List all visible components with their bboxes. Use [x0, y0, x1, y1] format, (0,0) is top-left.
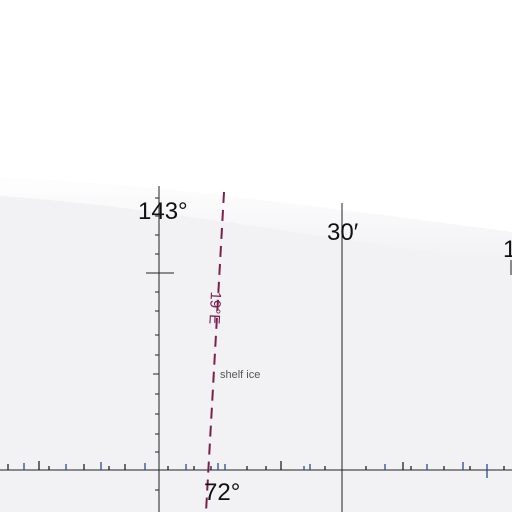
grid-label-lon-30min: 30′ — [327, 219, 359, 246]
isogonic-line-label: 19°E — [205, 291, 224, 325]
feature-label-shelf-ice: shelf ice — [220, 369, 261, 381]
grid-label-lon-right: 1 — [503, 236, 512, 263]
parallel-ticks — [7, 461, 505, 478]
ice-shelf-area — [0, 178, 512, 512]
meridian-ticks-left — [153, 197, 159, 491]
grid-label-lat-72: 72° — [204, 479, 241, 506]
grid-label-lon-143: 143° — [138, 198, 188, 225]
ice-shelf-edge-fade — [0, 178, 512, 262]
